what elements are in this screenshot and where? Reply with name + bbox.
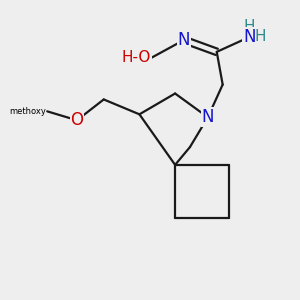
Text: methoxy: methoxy: [9, 107, 46, 116]
Text: N: N: [202, 108, 214, 126]
Text: O: O: [70, 111, 83, 129]
Text: H: H: [254, 29, 266, 44]
Text: H: H: [244, 19, 255, 34]
Text: N: N: [178, 31, 190, 49]
Text: H-O: H-O: [122, 50, 151, 65]
Text: N: N: [243, 28, 256, 46]
